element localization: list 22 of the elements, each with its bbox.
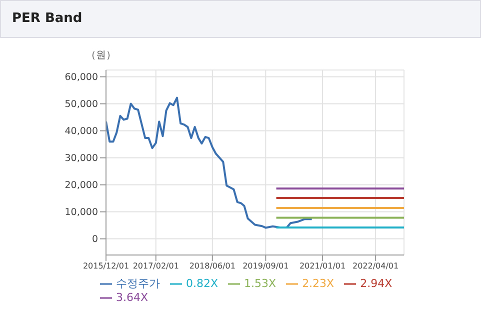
- x-tick-label: 2015/12/01: [82, 262, 130, 271]
- line-series: [106, 96, 313, 229]
- legend-label: 수정주가: [116, 277, 160, 290]
- y-tick-label: 50,000: [64, 99, 98, 110]
- y-tick-label: 20,000: [64, 180, 98, 192]
- legend-label: 1.53X: [244, 277, 276, 290]
- x-tick-label: 2018/06/01: [189, 262, 236, 271]
- legend-label: 3.64X: [116, 291, 148, 304]
- y-tick-label: 10,000: [64, 207, 98, 218]
- x-tick-label: 2022/04/01: [352, 262, 399, 271]
- y-tick-label: 0: [92, 234, 98, 246]
- x-tick-label: 2021/01/01: [299, 262, 346, 271]
- chart-title: PER Band: [12, 11, 82, 26]
- y-tick-label: 40,000: [64, 126, 98, 138]
- y-axis-title: （원）: [86, 49, 116, 62]
- x-tick-label: 2019/09/01: [242, 262, 289, 271]
- y-tick-label: 60,000: [64, 72, 98, 84]
- y-tick-label: 30,000: [64, 153, 98, 164]
- x-tick-label: 2017/02/01: [132, 262, 179, 271]
- legend-label: 2.94X: [360, 277, 392, 290]
- legend-label: 0.82X: [186, 277, 218, 290]
- legend-label: 2.23X: [302, 277, 334, 290]
